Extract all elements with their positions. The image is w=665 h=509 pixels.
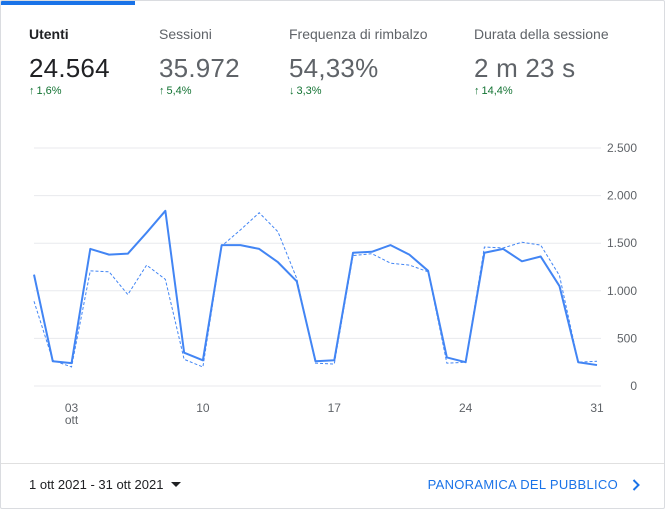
metric-delta: ↑ 1,6% <box>29 85 62 97</box>
data-point-current <box>370 250 374 254</box>
data-point-current <box>576 360 580 364</box>
data-point-current <box>351 251 355 255</box>
data-point-current <box>220 243 224 247</box>
data-point-current <box>332 358 336 362</box>
y-tick-label: 2.500 <box>607 141 637 155</box>
footer-divider <box>1 463 664 464</box>
data-point-current <box>295 279 299 283</box>
data-point-current <box>501 247 505 251</box>
data-point-current <box>88 247 92 251</box>
x-tick-label: 10 <box>196 401 210 415</box>
metric-tab-sessions[interactable]: Sessioni 35.972 ↑ 5,4% <box>159 1 269 111</box>
arrow-up-icon: ↑ <box>159 85 165 97</box>
data-point-current <box>520 259 524 263</box>
metric-delta-value: 5,4% <box>166 85 192 97</box>
data-point-current <box>32 273 36 277</box>
users-line-chart: 2.500 2.000 1.500 1.000 500 0 03 ott 10 17 24 31 <box>1 131 664 431</box>
data-point-current <box>445 355 449 359</box>
data-point-current <box>407 253 411 257</box>
x-tick-label: 03 <box>65 401 79 415</box>
data-point-current <box>426 269 430 273</box>
series-line-current-period <box>33 209 598 367</box>
metric-tab-session-duration[interactable]: Durata della sessione 2 m 23 s ↑ 14,4% <box>474 1 644 111</box>
metric-label: Durata della sessione <box>474 26 609 42</box>
metric-delta-value: 14,4% <box>481 85 513 97</box>
data-point-current <box>201 358 205 362</box>
data-point-current <box>314 359 318 363</box>
metric-delta: ↑ 14,4% <box>474 85 513 97</box>
x-tick-label: 24 <box>459 401 473 415</box>
arrow-up-icon: ↑ <box>474 85 480 97</box>
y-tick-label: 0 <box>630 379 637 393</box>
metric-label: Frequenza di rimbalzo <box>289 26 428 42</box>
data-point-current <box>70 361 74 365</box>
metric-tab-users[interactable]: Utenti 24.564 ↑ 1,6% <box>29 1 139 111</box>
arrow-down-icon: ↓ <box>289 85 295 97</box>
active-tab-indicator <box>1 1 135 5</box>
x-tick-label: 17 <box>328 401 342 415</box>
y-tick-label: 2.000 <box>607 189 637 203</box>
x-tick-label: 31 <box>590 401 604 415</box>
metric-delta-value: 1,6% <box>36 85 62 97</box>
y-tick-label: 1.500 <box>607 236 637 250</box>
metric-delta: ↑ 5,4% <box>159 85 192 97</box>
date-range-label: 1 ott 2021 - 31 ott 2021 <box>29 477 164 492</box>
data-point-current <box>51 359 55 363</box>
chevron-right-icon <box>632 478 640 491</box>
data-point-current <box>539 255 543 259</box>
date-range-selector[interactable]: 1 ott 2021 - 31 ott 2021 <box>29 477 182 492</box>
audience-link-label: PANORAMICA DEL PUBBLICO <box>427 477 618 492</box>
data-point-current <box>464 360 468 364</box>
data-point-current <box>163 209 167 213</box>
data-point-current <box>238 243 242 247</box>
x-tick-sublabel: ott <box>65 413 79 427</box>
y-tick-label: 500 <box>617 331 637 345</box>
data-point-current <box>557 284 561 288</box>
audience-overview-link[interactable]: PANORAMICA DEL PUBBLICO <box>428 477 640 492</box>
series-line-previous-period <box>33 212 598 368</box>
data-point-current <box>107 253 111 257</box>
metric-label: Utenti <box>29 26 69 42</box>
data-point-current <box>482 251 486 255</box>
caret-down-icon <box>171 482 182 487</box>
metric-value: 35.972 <box>159 53 240 83</box>
metric-tab-bounce-rate[interactable]: Frequenza di rimbalzo 54,33% ↓ 3,3% <box>289 1 459 111</box>
data-point-current <box>126 252 130 256</box>
arrow-up-icon: ↑ <box>29 85 35 97</box>
metric-label: Sessioni <box>159 26 212 42</box>
data-point-current <box>145 231 149 235</box>
y-tick-label: 1.000 <box>607 284 637 298</box>
data-point-current <box>389 243 393 247</box>
metric-value: 54,33% <box>289 53 379 83</box>
metric-value: 24.564 <box>29 53 110 83</box>
data-point-current <box>276 260 280 264</box>
metric-value: 2 m 23 s <box>474 53 576 83</box>
data-point-current <box>257 247 261 251</box>
data-point-current <box>182 351 186 355</box>
data-point-current <box>595 363 599 367</box>
metric-delta: ↓ 3,3% <box>289 85 322 97</box>
metric-delta-value: 3,3% <box>296 85 322 97</box>
